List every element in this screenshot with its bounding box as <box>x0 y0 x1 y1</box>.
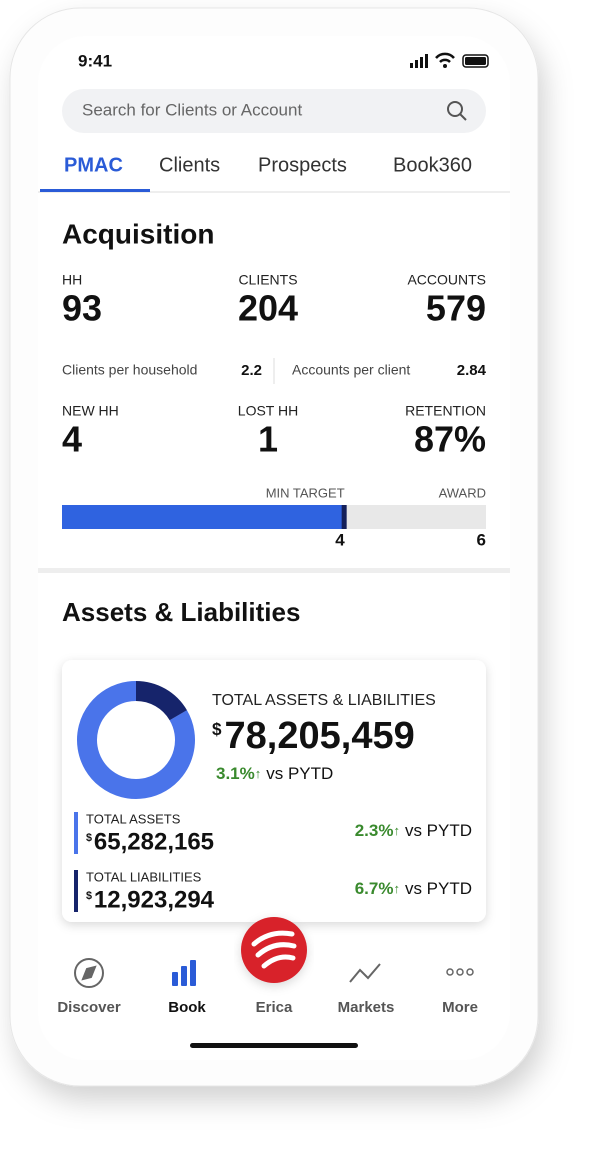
tab[interactable]: Prospects <box>258 154 347 176</box>
section-title: Assets & Liabilities <box>62 597 300 627</box>
stat-label: NEW HH <box>62 403 119 419</box>
bottom-nav: Discover Book Erica Markets More <box>57 917 478 1016</box>
change-change: 2.3% <box>355 821 394 840</box>
currency: $ <box>86 832 92 844</box>
ratio-label: Clients per household <box>62 362 197 378</box>
change-change: 3.1% <box>216 764 255 783</box>
search-placeholder[interactable]: Search for Clients or Account <box>82 100 302 119</box>
stat-value: 4 <box>62 419 82 460</box>
ratio-label: Accounts per client <box>292 362 410 378</box>
amount: 12,923,294 <box>94 886 215 913</box>
assets-liabilities: TOTAL ASSETS & LIABILITIES $ 78,205,459 3.1… <box>74 681 472 913</box>
section-divider <box>38 568 510 573</box>
book-icon <box>172 960 196 986</box>
assets-bar <box>74 812 78 854</box>
change-arrow: ↑ <box>255 766 262 781</box>
erica-button[interactable] <box>241 917 307 983</box>
change: 3.1%↑ vs PYTD <box>216 764 333 783</box>
min-target-marker <box>341 505 347 529</box>
amount-label: TOTAL ASSETS & LIABILITIES <box>212 692 436 709</box>
search-box[interactable] <box>62 89 486 133</box>
more-icon <box>446 968 474 976</box>
amount: 78,205,459 <box>225 715 415 757</box>
change: 6.7%↑ vs PYTD <box>355 879 472 898</box>
stat-label: ACCOUNTS <box>407 272 486 288</box>
tab[interactable]: Book360 <box>393 154 472 176</box>
stat-value: 87% <box>414 419 486 460</box>
ratio-value: 2.2 <box>241 362 262 379</box>
stat-value: 93 <box>62 288 102 329</box>
stat-value: 579 <box>426 288 486 329</box>
currency: $ <box>86 890 92 902</box>
tabs: PMAC Clients Prospects Book360 <box>64 154 472 176</box>
home-indicator <box>190 1043 358 1048</box>
min-target-label: MIN TARGET <box>266 485 345 500</box>
assets-card <box>62 660 486 922</box>
discover-icon <box>74 958 104 988</box>
markets-icon <box>349 963 381 983</box>
award-value: 6 <box>477 530 486 549</box>
change-change: 6.7% <box>355 879 394 898</box>
search-icon[interactable] <box>447 101 467 121</box>
stat-label: LOST HH <box>238 403 298 419</box>
currency: $ <box>212 720 222 739</box>
nav-label[interactable]: Markets <box>338 999 395 1016</box>
section-title: Acquisition <box>62 218 214 249</box>
change-comparison: vs PYTD <box>405 821 472 840</box>
amount-label: TOTAL LIABILITIES <box>86 869 202 884</box>
ratio-value: 2.84 <box>457 362 487 379</box>
active-tab-underline <box>40 189 150 192</box>
nav-label[interactable]: Erica <box>256 999 293 1016</box>
change-comparison: vs PYTD <box>266 764 333 783</box>
time: 9:41 <box>78 51 112 70</box>
nav-label[interactable]: Book <box>168 999 206 1016</box>
stat-value: 1 <box>258 419 278 460</box>
change-comparison: vs PYTD <box>405 879 472 898</box>
change-arrow: ↑ <box>393 823 400 838</box>
nav-label[interactable]: More <box>442 999 478 1016</box>
liabilities-bar <box>74 870 78 912</box>
tab[interactable]: PMAC <box>64 154 123 176</box>
amount: 65,282,165 <box>94 828 214 855</box>
progress-fill <box>62 505 345 529</box>
stat-value: 204 <box>238 288 298 329</box>
stat-label: RETENTION <box>405 403 486 419</box>
status-icons <box>410 52 489 68</box>
change-arrow: ↑ <box>393 881 400 896</box>
nav-label[interactable]: Discover <box>57 999 121 1016</box>
award-label: AWARD <box>439 485 486 500</box>
change: 2.3%↑ vs PYTD <box>355 821 472 840</box>
tab[interactable]: Clients <box>159 154 220 176</box>
stat-label: CLIENTS <box>238 272 297 288</box>
erica-logo <box>251 930 297 969</box>
amount-label: TOTAL ASSETS <box>86 811 181 826</box>
stat-label: HH <box>62 272 82 288</box>
min-target-value: 4 <box>335 530 345 549</box>
donut-liabilities <box>77 681 195 799</box>
